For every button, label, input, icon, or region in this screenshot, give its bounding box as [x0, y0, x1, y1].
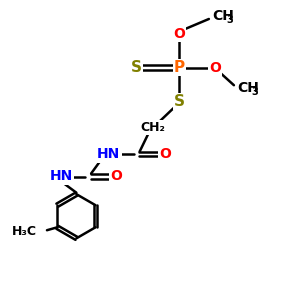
- Text: HN: HN: [97, 147, 120, 161]
- Text: CH₂: CH₂: [140, 122, 165, 134]
- Text: CH: CH: [237, 81, 259, 95]
- Text: HN: HN: [50, 169, 73, 184]
- Text: O: O: [209, 61, 221, 75]
- Text: S: S: [174, 94, 185, 109]
- Text: O: O: [110, 169, 122, 184]
- Text: O: O: [159, 147, 171, 161]
- Text: O: O: [173, 27, 185, 41]
- Text: H₃C: H₃C: [12, 225, 37, 238]
- Text: P: P: [174, 60, 185, 75]
- Text: 3: 3: [226, 15, 233, 25]
- Text: CH: CH: [212, 9, 234, 23]
- Text: S: S: [131, 60, 142, 75]
- Text: 3: 3: [251, 87, 258, 97]
